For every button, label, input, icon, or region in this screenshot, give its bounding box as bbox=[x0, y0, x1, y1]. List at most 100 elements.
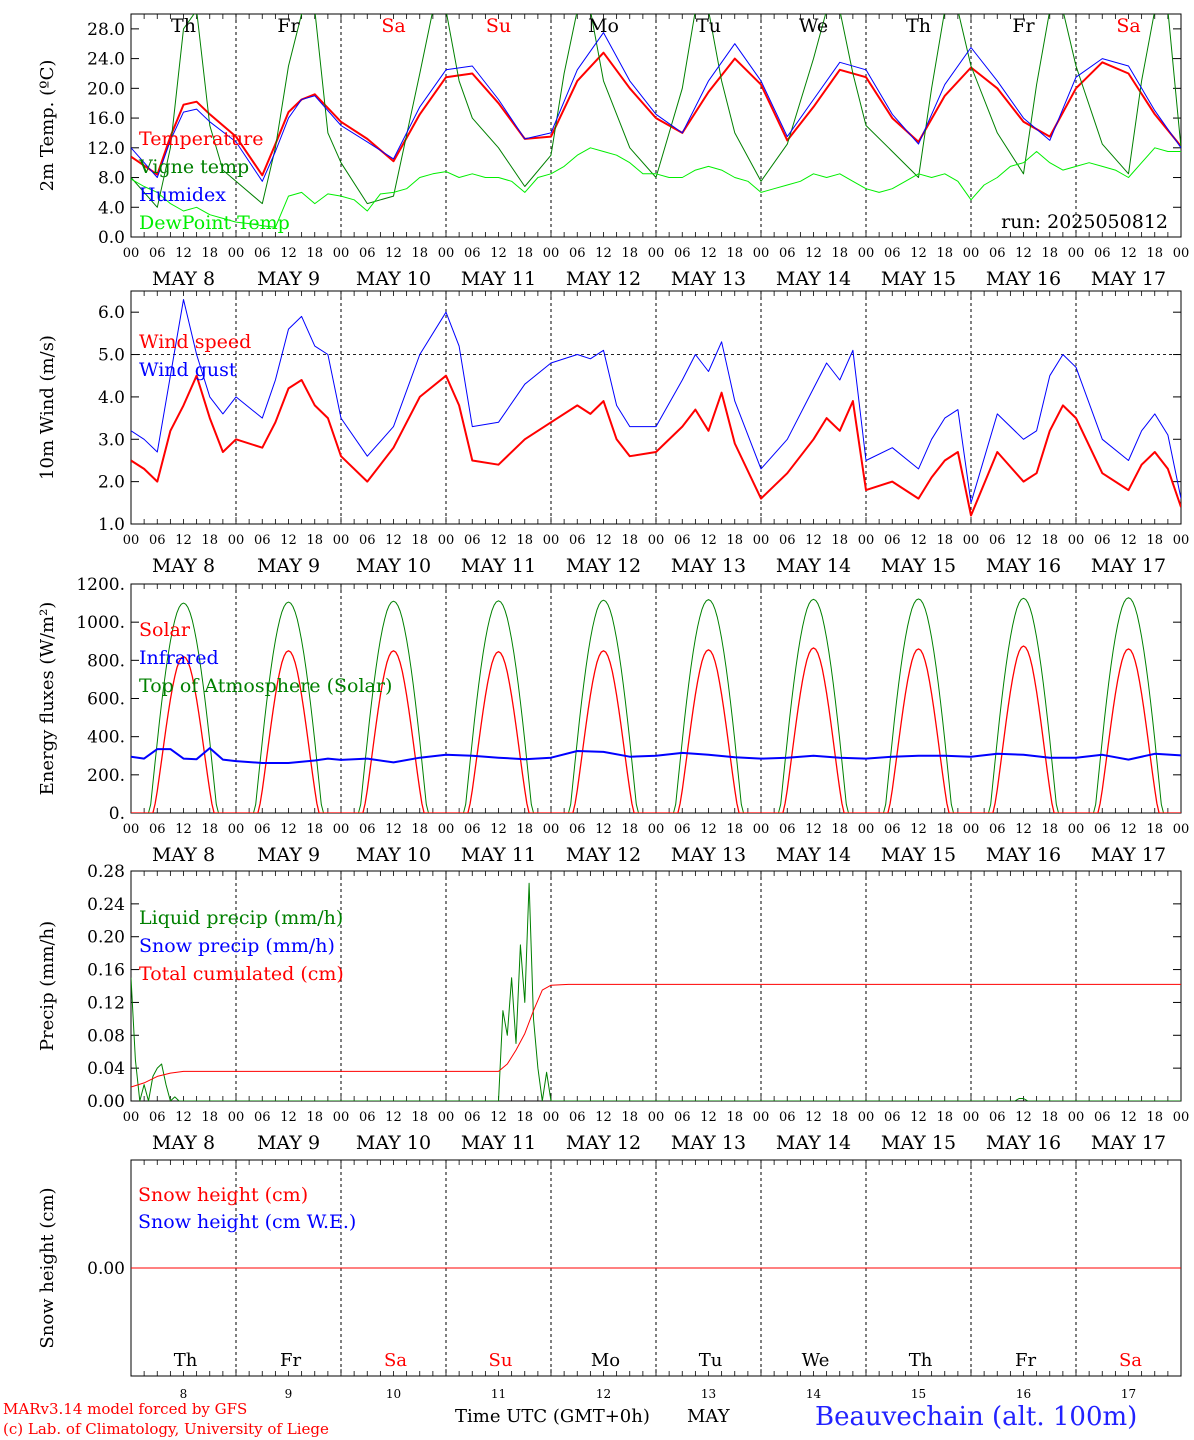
x-hour-label: 18 bbox=[831, 246, 848, 261]
day-of-week-label: Tu bbox=[699, 1350, 723, 1371]
x-hour-label: 12 bbox=[1015, 1110, 1032, 1125]
x-date-label: MAY 16 bbox=[986, 844, 1061, 866]
x-hour-label: 12 bbox=[175, 1110, 192, 1125]
x-hour-label: 06 bbox=[779, 533, 796, 548]
day-of-week-label: Mo bbox=[588, 15, 619, 37]
x-date-label: MAY 13 bbox=[671, 555, 746, 577]
x-hour-label: 12 bbox=[385, 1110, 402, 1125]
x-hour-label: 00 bbox=[963, 246, 980, 261]
x-hour-label: 00 bbox=[753, 822, 770, 837]
x-hour-label: 06 bbox=[674, 533, 691, 548]
legend-entry: Solar bbox=[139, 619, 191, 641]
y-tick-label: 600. bbox=[87, 690, 125, 710]
lab-credit: (c) Lab. of Climatology, University of L… bbox=[3, 1420, 329, 1438]
x-hour-label: 06 bbox=[359, 533, 376, 548]
x-date-label: MAY 15 bbox=[881, 555, 956, 577]
y-tick-label: 20.0 bbox=[87, 79, 125, 99]
x-date-label: MAY 13 bbox=[671, 268, 746, 290]
x-hour-label: 00 bbox=[858, 533, 875, 548]
day-of-week-label: We bbox=[799, 15, 828, 37]
x-hour-label: 12 bbox=[700, 533, 717, 548]
x-date-label: MAY 16 bbox=[986, 1132, 1061, 1154]
x-hour-label: 12 bbox=[490, 822, 507, 837]
x-hour-label: 18 bbox=[831, 1110, 848, 1125]
x-hour-label: 18 bbox=[306, 822, 323, 837]
x-hour-label: 18 bbox=[411, 822, 428, 837]
y-tick-label: 4.0 bbox=[98, 388, 125, 408]
x-hour-label: 18 bbox=[201, 246, 218, 261]
x-hour-label: 06 bbox=[779, 822, 796, 837]
x-hour-label: 00 bbox=[333, 1110, 350, 1125]
x-date-label: MAY 10 bbox=[356, 1132, 431, 1154]
x-hour-label: 06 bbox=[884, 246, 901, 261]
x-hour-label: 18 bbox=[306, 533, 323, 548]
series-group bbox=[131, 299, 1181, 517]
x-date-label: MAY 12 bbox=[566, 555, 641, 577]
x-date-label: MAY 15 bbox=[881, 844, 956, 866]
y-axis-label: 10m Wind (m/s) bbox=[37, 335, 58, 480]
y-tick-label: 12.0 bbox=[87, 139, 125, 159]
x-hour-label: 00 bbox=[543, 246, 560, 261]
legend-entry: DewPoint Temp bbox=[139, 212, 290, 234]
day-number-label: 11 bbox=[491, 1387, 506, 1401]
series-wind-gust bbox=[131, 299, 1181, 504]
x-hour-label: 00 bbox=[333, 822, 350, 837]
y-axis-label: Precip (mm/h) bbox=[37, 921, 58, 1051]
x-hour-label: 12 bbox=[595, 533, 612, 548]
x-hour-label: 06 bbox=[464, 1110, 481, 1125]
x-hour-label: 18 bbox=[936, 533, 953, 548]
x-hour-label: 06 bbox=[779, 1110, 796, 1125]
x-date-label: MAY 16 bbox=[986, 555, 1061, 577]
day-of-week-label: Sa bbox=[1116, 15, 1140, 37]
x-hour-label: 18 bbox=[1041, 1110, 1058, 1125]
x-hour-label: 12 bbox=[595, 246, 612, 261]
legend-entry: Wind speed bbox=[139, 331, 251, 353]
legend-entry: Temperature bbox=[139, 128, 263, 150]
x-hour-label: 18 bbox=[306, 246, 323, 261]
legend-entry: Humidex bbox=[139, 184, 226, 206]
x-hour-label: 06 bbox=[149, 822, 166, 837]
series-temperature bbox=[131, 51, 1181, 177]
x-hour-label: 06 bbox=[359, 822, 376, 837]
y-tick-label: 0.00 bbox=[87, 1259, 125, 1279]
x-hour-label: 00 bbox=[228, 246, 245, 261]
y-tick-label: 2.0 bbox=[98, 473, 125, 493]
x-hour-label: 12 bbox=[910, 533, 927, 548]
y-tick-label: 5.0 bbox=[98, 346, 125, 366]
x-hour-label: 18 bbox=[516, 822, 533, 837]
x-hour-label: 12 bbox=[490, 533, 507, 548]
panel-snow bbox=[130, 1159, 1182, 1377]
y-axis-label: Snow height (cm) bbox=[37, 1187, 58, 1348]
x-hour-label: 12 bbox=[1015, 246, 1032, 261]
x-hour-label: 00 bbox=[1068, 1110, 1085, 1125]
x-hour-label: 12 bbox=[805, 246, 822, 261]
day-of-week-label: Th bbox=[906, 15, 931, 37]
x-hour-label: 06 bbox=[569, 822, 586, 837]
x-hour-label: 00 bbox=[753, 246, 770, 261]
panel-wind bbox=[130, 290, 1182, 525]
x-hour-label: 18 bbox=[201, 1110, 218, 1125]
x-hour-label: 18 bbox=[726, 822, 743, 837]
day-of-week-label: Th bbox=[171, 15, 196, 37]
x-hour-label: 06 bbox=[149, 1110, 166, 1125]
panel-energy bbox=[130, 583, 1182, 814]
x-hour-label: 00 bbox=[648, 246, 665, 261]
x-hour-label: 06 bbox=[884, 822, 901, 837]
x-hour-label: 06 bbox=[569, 533, 586, 548]
x-date-label: MAY 11 bbox=[461, 268, 536, 290]
x-hour-label: 00 bbox=[438, 246, 455, 261]
x-hour-label: 00 bbox=[543, 1110, 560, 1125]
x-hour-label: 12 bbox=[385, 246, 402, 261]
day-of-week-label: Mo bbox=[591, 1350, 620, 1371]
x-date-label: MAY 11 bbox=[461, 1132, 536, 1154]
x-hour-label: 12 bbox=[595, 822, 612, 837]
x-hour-label: 00 bbox=[1173, 1110, 1190, 1125]
x-hour-label: 12 bbox=[280, 1110, 297, 1125]
series-infrared bbox=[131, 747, 1181, 764]
day-number-label: 13 bbox=[701, 1387, 716, 1401]
x-hour-label: 00 bbox=[123, 822, 140, 837]
y-tick-label: 200. bbox=[87, 766, 125, 786]
x-date-label: MAY 13 bbox=[671, 844, 746, 866]
y-tick-label: 3.0 bbox=[98, 430, 125, 450]
